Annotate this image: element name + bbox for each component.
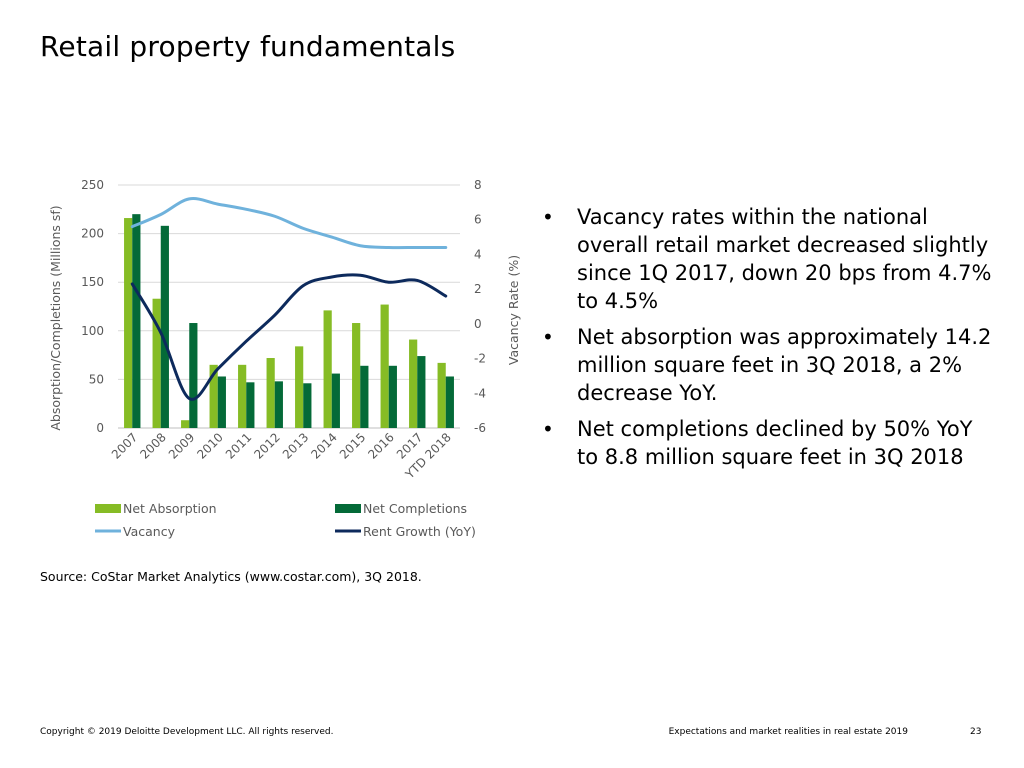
right-axis-label: Vacancy Rate (%) [506,255,521,365]
bar-net-completions [217,376,226,428]
line-rent-growth-yoy- [130,273,448,401]
x-tick-label: 2014 [308,430,339,461]
bar-net-absorption [380,304,389,428]
bar-net-absorption [266,358,275,428]
bullet-completions: Net completions declined by 50% YoY to 8… [540,415,1000,471]
bar-net-absorption [238,364,247,428]
x-tick-label: 2011 [223,430,254,461]
left-tick-label: 250 [81,178,104,192]
legend-label: Net Absorption [123,501,217,516]
bullet-absorption: Net absorption was approximately 14.2 mi… [540,323,1000,407]
legend-label: Rent Growth (YoY) [363,524,476,539]
bar-net-completions [160,225,169,428]
legend-label: Net Completions [363,501,467,516]
bar-net-absorption [409,339,418,428]
bar-net-completions [303,383,312,428]
legend-swatch [95,504,121,513]
bar-net-completions [445,376,454,428]
left-axis-label: Absorption/Completions (Millions sf) [48,205,63,430]
x-axis-ticks: 2007200820092010201120122013201420152016… [109,430,454,482]
bar-net-absorption [437,362,446,428]
chart-gridlines [118,184,460,429]
left-tick-label: 50 [89,372,104,386]
left-tick-label: 150 [81,275,104,289]
left-tick-label: 0 [96,421,104,435]
right-tick-label: 2 [474,282,482,296]
left-tick-label: 100 [81,324,104,338]
bar-net-completions [274,381,283,428]
right-tick-label: -6 [474,421,486,435]
bar-net-completions [360,365,369,428]
report-title-footer: Expectations and market realities in rea… [668,727,908,737]
right-tick-label: 6 [474,213,482,227]
x-tick-label: 2013 [280,430,311,461]
bar-net-completions [417,356,426,428]
bar-net-absorption [352,323,361,428]
bar-net-completions [331,373,340,428]
bar-net-absorption [152,298,161,428]
left-tick-label: 200 [81,227,104,241]
right-axis-ticks: -6 -4 -2 0 2 4 6 8 [474,178,486,435]
right-tick-label: 0 [474,317,482,331]
bullet-vacancy: Vacancy rates within the national overal… [540,203,1000,315]
x-tick-label: 2016 [365,430,396,461]
right-tick-label: -2 [474,352,486,366]
x-tick-label: 2007 [109,430,140,461]
x-tick-label: 2012 [251,430,282,461]
bar-net-completions [189,323,198,428]
chart-bars [124,214,454,428]
bar-net-absorption [124,218,133,428]
chart-lines [130,197,448,401]
legend-swatch [335,504,361,513]
bar-net-absorption [181,420,190,428]
chart-legend: Net Absorption Net Completions Vacancy Rent… [95,501,476,539]
left-axis-ticks: 0 50 100 150 200 250 [81,178,104,435]
x-tick-label: 2010 [194,430,225,461]
x-tick-label: 2015 [337,430,368,461]
source-note: Source: CoStar Market Analytics (www.cos… [40,569,422,584]
page-number: 23 [970,727,982,737]
bar-net-completions [246,382,255,428]
x-tick-label: 2008 [137,430,168,461]
line-vacancy [130,197,448,250]
bar-net-completions [388,365,397,428]
copyright-footer: Copyright © 2019 Deloitte Development LL… [40,727,334,737]
bar-net-completions [132,214,141,428]
bullet-list: Vacancy rates within the national overal… [540,203,1000,479]
bar-net-absorption [209,364,218,428]
x-tick-label: 2009 [166,430,197,461]
right-tick-label: 8 [474,178,482,192]
right-tick-label: 4 [474,247,482,261]
right-tick-label: -4 [474,386,486,400]
slide-title: Retail property fundamentals [40,30,456,63]
bar-net-absorption [295,346,304,428]
bar-net-absorption [323,310,332,428]
legend-label: Vacancy [123,524,176,539]
